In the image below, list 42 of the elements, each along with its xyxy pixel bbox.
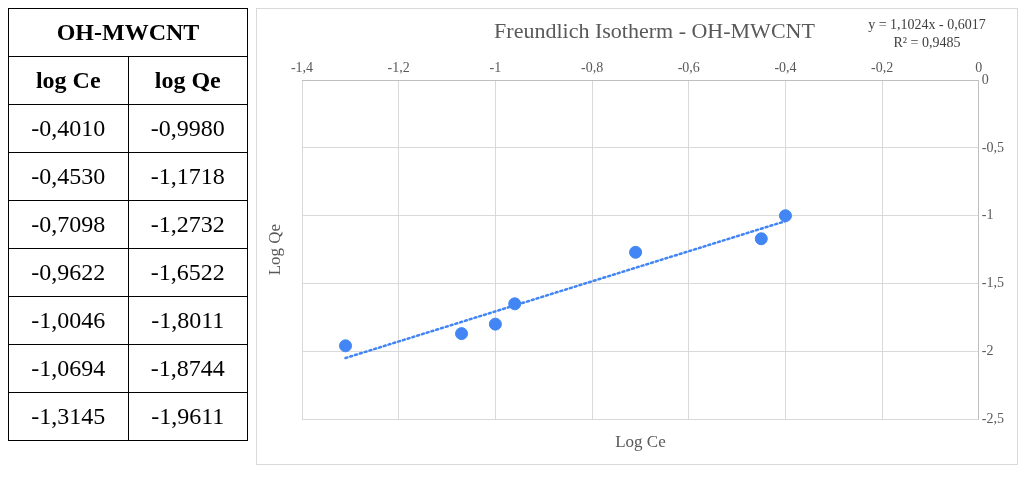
x-tick-label: -1 (489, 60, 502, 76)
text: OH-MWCNT (8, 8, 248, 57)
chart-title: Freundlich Isotherm - OH-MWCNT (494, 17, 816, 43)
text: -0,4530 (8, 152, 128, 201)
point (754, 232, 768, 246)
text: -1,2732 (128, 200, 248, 249)
text: -0,7098 (8, 200, 128, 249)
point (778, 209, 792, 223)
y-tick-label: 0 (981, 71, 989, 87)
point (508, 297, 522, 311)
text: -0,9622 (8, 248, 128, 297)
point (339, 339, 353, 353)
y-tick-label: -1 (981, 207, 994, 223)
text: log Qe (128, 56, 248, 105)
x-axis-title: Log Ce (615, 432, 666, 451)
y-tick-label: -0,5 (981, 139, 1005, 155)
text: R² = 0,9485 (893, 35, 961, 50)
x-tick-label: -1,2 (387, 60, 410, 76)
text: -1,0694 (8, 344, 128, 393)
y-tick-label: -2 (981, 342, 994, 358)
point (629, 245, 643, 259)
x-tick-label: -1,4 (290, 60, 314, 76)
text: -0,9980 (128, 104, 248, 153)
text: -1,8011 (128, 296, 248, 345)
text: -1,6522 (128, 248, 248, 297)
point (488, 317, 502, 331)
text: -1,8744 (128, 344, 248, 393)
text: log Ce (8, 56, 128, 105)
point (455, 327, 469, 341)
text: -1,9611 (128, 392, 248, 441)
x-tick-label: -0,4 (774, 60, 797, 76)
text: -0,4010 (8, 104, 128, 153)
y-tick-label: -2,5 (981, 410, 1005, 426)
y-tick-label: -1,5 (981, 275, 1005, 291)
y-axis-title: Log Qe (265, 223, 284, 276)
x-tick-label: -0,6 (677, 60, 700, 76)
x-tick-label: -0,2 (871, 60, 894, 76)
text: -1,3145 (8, 392, 128, 441)
text: y = 1,1024x - 0,6017 (868, 17, 986, 32)
text: -1,1718 (128, 152, 248, 201)
x-tick-label: -0,8 (580, 60, 604, 76)
text: -1,0046 (8, 296, 128, 345)
